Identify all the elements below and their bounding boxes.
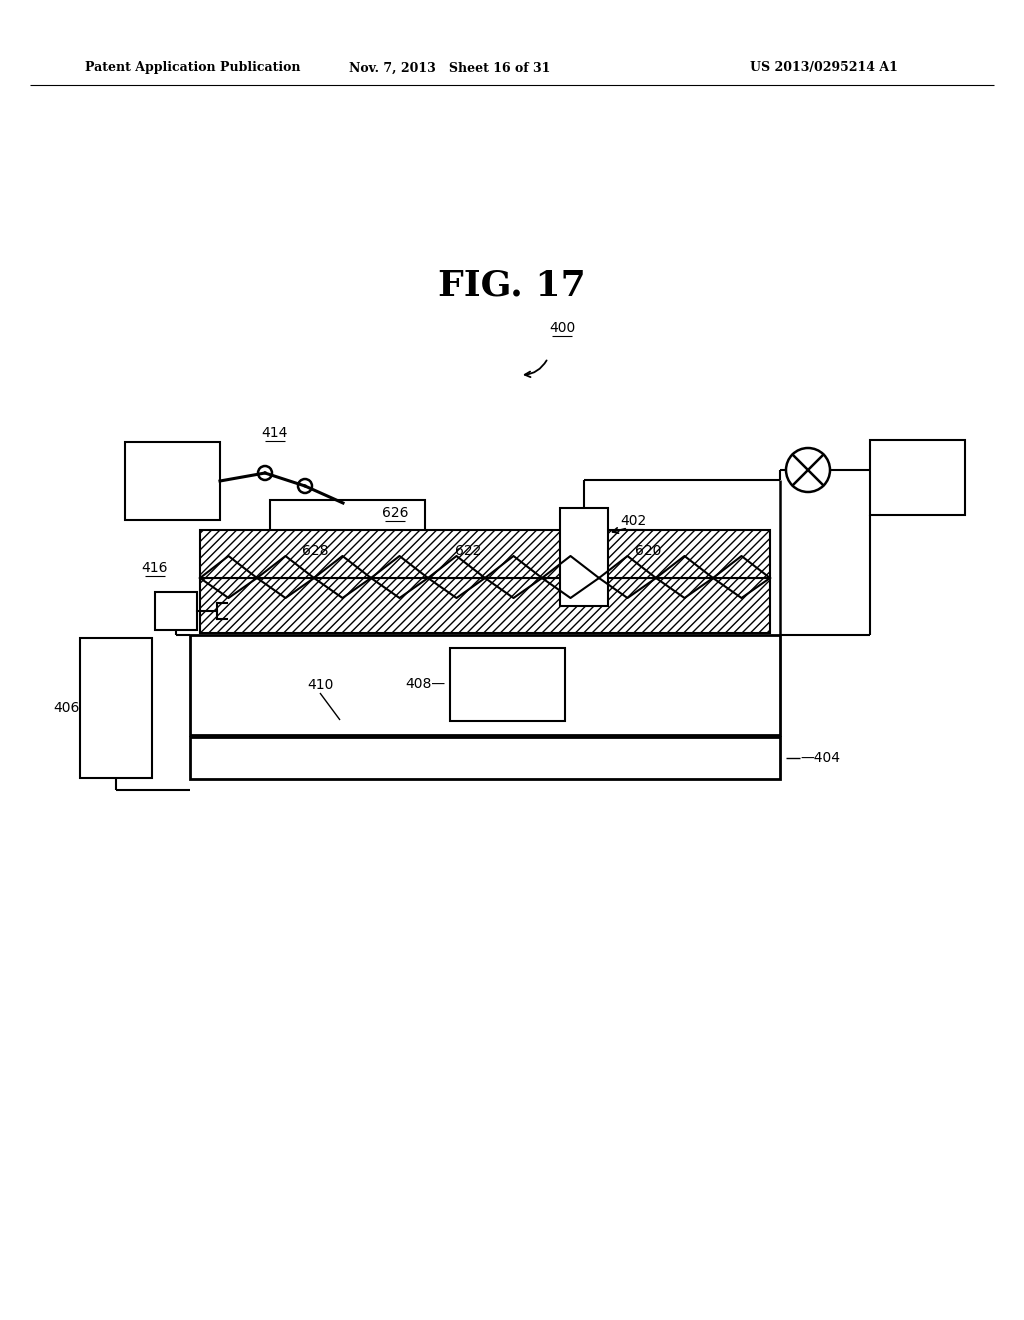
Text: 400: 400: [549, 321, 575, 335]
Text: 628: 628: [302, 544, 329, 558]
Text: US 2013/0295214 A1: US 2013/0295214 A1: [750, 62, 898, 74]
Bar: [190, 737, 780, 779]
Bar: [560, 508, 608, 606]
Text: 416: 416: [141, 561, 168, 576]
Text: 622: 622: [455, 544, 481, 558]
Text: 414: 414: [262, 426, 288, 440]
Text: 402: 402: [620, 513, 646, 528]
Bar: [155, 591, 197, 630]
Text: 406: 406: [53, 701, 80, 715]
Bar: [270, 500, 425, 554]
Text: FIG. 17: FIG. 17: [438, 268, 586, 302]
Bar: [870, 440, 965, 515]
Bar: [80, 638, 152, 777]
Text: Patent Application Publication: Patent Application Publication: [85, 62, 300, 74]
Text: 620: 620: [635, 544, 662, 558]
Bar: [450, 648, 565, 721]
Text: Nov. 7, 2013   Sheet 16 of 31: Nov. 7, 2013 Sheet 16 of 31: [349, 62, 551, 74]
Text: —404: —404: [800, 751, 840, 766]
Text: 626: 626: [382, 506, 409, 520]
Bar: [125, 442, 220, 520]
Bar: [190, 635, 780, 735]
Text: 410: 410: [307, 678, 333, 692]
Bar: [200, 578, 770, 634]
Bar: [200, 531, 770, 578]
Text: 408—: 408—: [404, 677, 445, 690]
